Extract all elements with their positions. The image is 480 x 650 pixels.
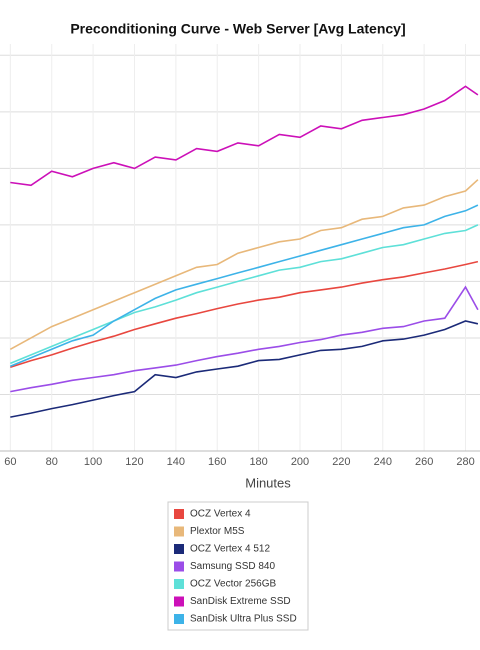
legend-swatch: [174, 526, 184, 537]
x-tick-label: 160: [208, 456, 226, 468]
legend-label: OCZ Vertex 4: [190, 509, 251, 520]
series-line: [9, 224, 479, 365]
series-line: [10, 285, 479, 393]
legend-swatch: [174, 561, 184, 572]
x-tick-label: 240: [374, 456, 392, 468]
legend-swatch: [174, 544, 184, 554]
series-line: [9, 179, 479, 351]
x-tick-label: 120: [125, 456, 143, 468]
legend-label: Samsung SSD 840: [190, 561, 275, 572]
legend-swatch: [174, 614, 184, 624]
legend-box: [167, 501, 309, 631]
x-tick-label: 60: [4, 456, 16, 468]
series-line: [10, 85, 479, 187]
series-line: [10, 320, 479, 418]
x-tick-label: 80: [46, 456, 58, 468]
series-line: [10, 260, 479, 369]
legend-label: OCZ Vertex 4 512: [190, 544, 270, 555]
x-tick-label: 220: [332, 456, 350, 468]
x-tick-label: 100: [84, 456, 102, 468]
series-line: [9, 204, 479, 367]
legend-label: Plextor M5S: [190, 526, 245, 537]
x-tick-label: 140: [167, 456, 185, 468]
legend-swatch: [174, 509, 184, 519]
legend-label: OCZ Vector 256GB: [190, 579, 276, 590]
legend-label: SanDisk Ultra Plus SSD: [190, 614, 297, 625]
chart-title: Preconditioning Curve - Web Server [Avg …: [70, 21, 405, 37]
x-tick-label: 260: [415, 456, 433, 468]
x-tick-label: 200: [291, 456, 309, 468]
legend-label: SanDisk Extreme SSD: [190, 596, 291, 607]
legend-swatch: [174, 579, 184, 589]
legend-swatch: [174, 596, 184, 607]
x-tick-label: 180: [249, 456, 267, 468]
x-tick-label: 280: [456, 456, 474, 468]
x-axis-label: Minutes: [245, 475, 291, 490]
